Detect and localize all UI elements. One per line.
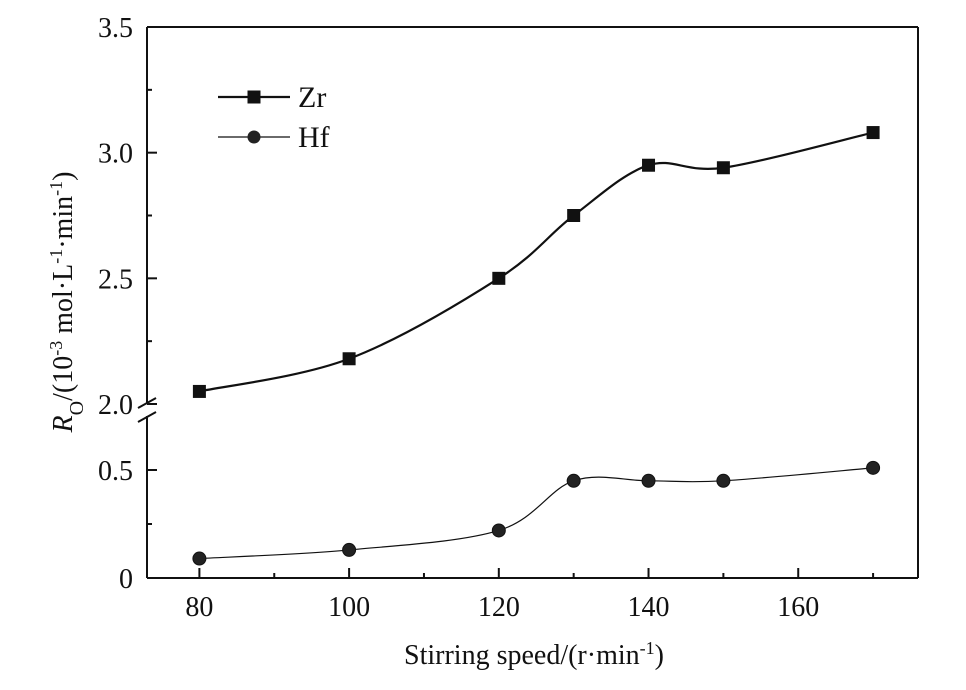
data-point-hf [192,551,207,566]
axis-break-mark [137,411,157,423]
x-tick-label: 160 [777,592,819,623]
y-tick-label: 3.0 [98,139,133,170]
data-point-zr [642,158,656,172]
y-tick-label: 2.0 [98,390,133,421]
legend: Zr Hf [218,81,330,154]
data-point-hf [716,473,731,488]
data-point-hf [566,473,581,488]
x-axis-label: Stirring speed/(r·min-1) [404,638,664,671]
axes [137,26,919,579]
x-tick-label: 100 [328,592,370,623]
data-point-zr [342,352,356,366]
data-point-zr [567,209,581,222]
data-point-hf [866,460,881,475]
series-layer [192,126,881,566]
y-axis-label: RO/(10-3 mol·L-1·min-1) [46,172,88,434]
data-point-hf [491,523,506,538]
series-line-zr [199,131,874,393]
legend-marker-zr [247,90,261,104]
series-line-hf [199,467,874,560]
legend-label-hf: Hf [298,121,330,154]
legend-marker-hf [247,130,261,144]
x-tick-label: 140 [628,592,670,623]
ticks: 80 100 120 140 160 0 0.5 2.0 2.5 3.0 3.5 [98,13,875,623]
data-point-zr [192,384,206,398]
axis-labels: Stirring speed/(r·min-1) RO/(10-3 mol·L-1… [46,172,664,671]
data-point-zr [716,161,730,175]
data-point-zr [492,271,506,285]
data-point-hf [342,542,357,557]
y-tick-label: 0.5 [98,456,133,487]
x-tick-label: 80 [185,592,213,623]
y-tick-label: 2.5 [98,264,133,295]
x-tick-label: 120 [478,592,520,623]
legend-label-zr: Zr [298,81,326,114]
data-point-zr [866,126,880,140]
y-tick-label: 3.5 [98,13,133,44]
y-tick-label: 0 [119,564,133,595]
data-point-hf [641,473,656,488]
